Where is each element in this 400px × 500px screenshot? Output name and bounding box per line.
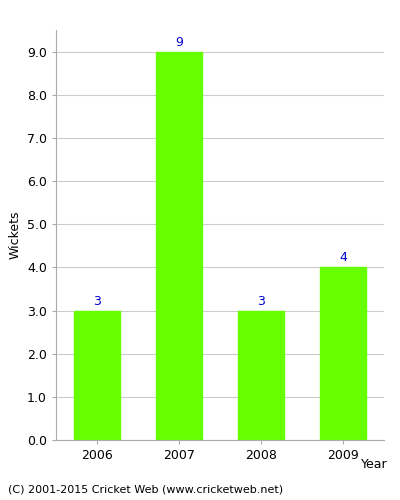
Text: 9: 9 [175, 36, 183, 49]
Bar [238, 310, 284, 440]
Bar [74, 310, 120, 440]
Text: (C) 2001-2015 Cricket Web (www.cricketweb.net): (C) 2001-2015 Cricket Web (www.cricketwe… [8, 485, 283, 495]
Text: 3: 3 [257, 294, 265, 308]
Text: 3: 3 [93, 294, 101, 308]
Bar [320, 268, 366, 440]
Bar [156, 52, 202, 440]
Text: 4: 4 [339, 252, 347, 264]
Y-axis label: Wickets: Wickets [8, 211, 22, 259]
Text: Year: Year [361, 458, 388, 470]
